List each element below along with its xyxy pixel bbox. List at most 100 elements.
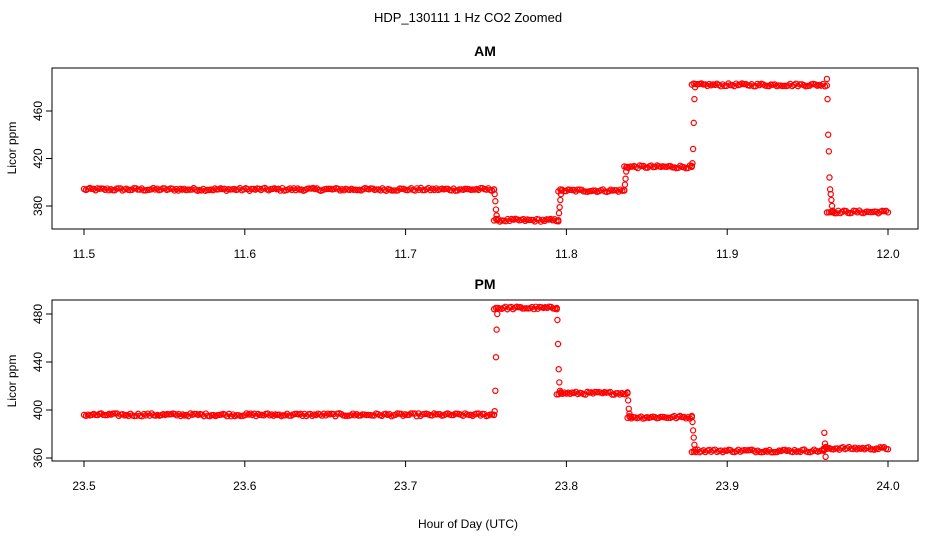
panel-pm-points <box>80 303 892 460</box>
data-point <box>690 434 697 441</box>
data-point <box>638 162 645 170</box>
data-point <box>621 181 629 188</box>
panel-pm-ytick-label: 440 <box>31 352 45 372</box>
data-point <box>691 446 699 453</box>
panel-am-points <box>80 75 892 225</box>
data-point <box>492 387 499 394</box>
data-point <box>691 95 698 103</box>
panel-am: AM Licor ppm 11.5 11.6 11.7 11.8 11.9 12.0 380… <box>5 43 919 261</box>
data-point <box>557 190 565 198</box>
data-point <box>491 408 498 415</box>
data-point <box>88 185 95 193</box>
panel-am-xtick-label: 11.8 <box>555 247 578 261</box>
data-point <box>823 82 831 89</box>
data-point <box>477 184 484 192</box>
data-point <box>623 163 631 171</box>
panel-am-title: AM <box>474 43 496 59</box>
data-point <box>689 427 697 434</box>
data-point <box>690 119 697 127</box>
data-point <box>768 449 775 456</box>
data-point <box>221 185 228 193</box>
panel-am-axes: 11.5 11.6 11.7 11.8 11.9 12.0 380 420 460 <box>31 101 900 261</box>
data-point <box>574 186 581 193</box>
panel-am-xtick-label: 12.0 <box>876 247 900 261</box>
data-point <box>134 186 142 193</box>
data-point <box>492 354 500 361</box>
data-point <box>556 203 563 211</box>
data-point <box>626 410 633 417</box>
data-point <box>248 185 255 193</box>
data-point <box>825 148 833 155</box>
data-point <box>490 411 498 418</box>
data-point <box>208 411 215 419</box>
data-point <box>494 217 501 224</box>
data-point <box>689 160 696 167</box>
data-point <box>554 316 561 324</box>
data-point <box>609 391 616 398</box>
data-point <box>341 412 349 419</box>
panel-pm-frame <box>51 299 919 462</box>
data-point <box>665 414 672 422</box>
data-point <box>554 340 562 348</box>
data-point <box>823 75 831 83</box>
panel-am-xtick-label: 11.7 <box>394 247 417 261</box>
data-point <box>884 446 892 453</box>
data-point <box>398 185 405 192</box>
data-point <box>568 186 576 194</box>
data-point <box>689 418 696 426</box>
panel-pm-xtick-label: 23.6 <box>233 479 257 493</box>
data-point <box>557 390 564 397</box>
panel-am-ytick-label: 420 <box>31 148 45 168</box>
panel-pm: PM Licor ppm 23.5 23.6 23.7 23.8 23.9 24.0 360… <box>5 276 919 493</box>
data-point <box>621 187 628 194</box>
data-point <box>555 217 562 224</box>
panel-pm-xtick-label: 23.8 <box>555 479 579 493</box>
data-point <box>827 190 834 198</box>
data-point <box>280 412 287 419</box>
panel-am-ylabel: Licor ppm <box>5 122 19 175</box>
panel-am-xtick-label: 11.5 <box>73 247 96 261</box>
data-point <box>830 208 837 216</box>
data-point <box>494 310 501 318</box>
panel-pm-axes: 23.5 23.6 23.7 23.8 23.9 24.0 360 400 440 480 <box>31 304 900 493</box>
panel-pm-ytick-label: 400 <box>31 400 45 420</box>
data-point <box>689 145 697 153</box>
panel-pm-ylabel: Licor ppm <box>5 355 19 408</box>
data-point <box>821 440 829 447</box>
data-point <box>824 131 832 138</box>
panel-pm-ytick-label: 360 <box>31 448 45 468</box>
panel-am-ytick-label: 380 <box>31 196 45 216</box>
panel-am-xtick-label: 11.6 <box>234 247 257 261</box>
data-point <box>626 414 634 421</box>
data-point <box>884 209 892 216</box>
panel-am-frame <box>51 67 919 230</box>
data-point <box>493 326 500 333</box>
data-point <box>558 187 565 194</box>
data-point <box>555 366 562 373</box>
panel-pm-xtick-label: 23.7 <box>394 479 418 493</box>
data-point <box>826 174 833 181</box>
data-point <box>657 413 664 421</box>
panel-pm-xtick-label: 23.5 <box>72 479 96 493</box>
data-point <box>256 411 264 419</box>
data-point <box>688 163 696 171</box>
data-point <box>772 448 779 456</box>
data-point <box>492 198 499 205</box>
data-point <box>821 429 828 436</box>
data-point <box>491 190 498 198</box>
data-point <box>823 444 830 451</box>
data-point <box>534 305 541 312</box>
data-point <box>492 206 500 213</box>
data-point <box>390 187 398 194</box>
data-point <box>691 84 699 91</box>
data-point <box>555 209 563 217</box>
panel-pm-xtick-label: 24.0 <box>876 479 900 493</box>
data-point <box>828 196 835 204</box>
panel-am-xtick-label: 11.9 <box>716 247 739 261</box>
figure-title: HDP_130111 1 Hz CO2 Zoomed <box>374 10 562 25</box>
data-point <box>590 187 597 194</box>
data-point <box>624 390 631 397</box>
data-point <box>452 410 459 417</box>
data-point <box>622 175 629 182</box>
